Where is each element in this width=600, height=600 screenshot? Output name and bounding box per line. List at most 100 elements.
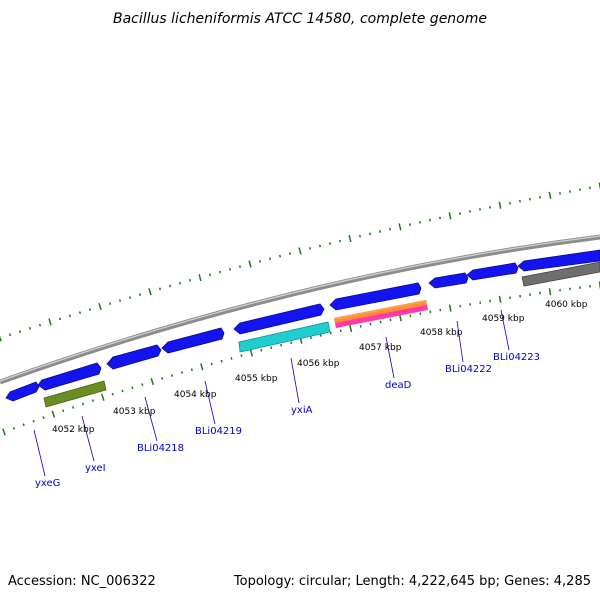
tick-mark [220,359,223,363]
tick-mark [238,265,242,268]
gene-label[interactable]: BLi04223 [493,352,540,363]
gene-feature-grey[interactable] [521,261,600,287]
tick-mark [42,416,45,420]
gene-feature[interactable] [5,381,40,402]
gene-label[interactable]: BLi04219 [195,426,242,437]
tick-mark [408,223,412,226]
tick-mark [379,320,382,324]
tick-mark [131,386,134,390]
tick-mark [2,428,6,436]
tick-mark [208,273,212,277]
tick-mark [378,230,382,233]
gene-feature[interactable] [37,362,102,391]
scale-label: 4052 kbp [52,425,95,435]
map-title: Bacillus licheniformis ATCC 14580, compl… [113,11,487,27]
tick-mark [288,252,292,255]
tick-mark [88,308,92,311]
tick-mark [339,329,342,333]
tick-mark [218,270,222,274]
gene-feature[interactable] [466,262,519,281]
tick-mark [12,426,16,430]
gene-label[interactable]: yxiA [291,405,313,416]
tick-mark [118,299,122,302]
tick-mark [398,223,402,231]
tick-mark [8,333,12,337]
tick-mark [128,296,132,299]
tick-mark [448,304,452,312]
tick-mark [48,318,52,326]
tick-mark [190,368,193,372]
tick-mark [71,405,75,409]
tick-mark [51,410,56,418]
tick-mark [548,191,552,199]
tick-mark [389,318,392,322]
tick-mark [200,363,204,371]
tick-mark [98,302,102,311]
tick-mark [278,254,282,258]
scale-label: 4057 kbp [359,343,402,353]
scale-label: 4053 kbp [113,407,156,417]
tick-mark [230,357,233,360]
tick-mark [338,239,342,243]
tick-mark [141,383,144,387]
tick-mark [260,349,263,352]
scale-label: 4060 kbp [545,300,588,310]
tick-mark [38,323,42,327]
tick-mark [210,362,213,366]
tick-mark [161,377,164,380]
genome-summary-text: Topology: circular; Length: 4,222,645 bp… [233,574,591,589]
tick-mark [108,302,112,305]
tick-mark [298,247,302,255]
tick-mark [388,227,392,231]
tick-mark [168,284,172,288]
tick-mark [368,232,372,236]
gene-feature-deaD-inner [334,300,427,320]
gene-feature[interactable] [517,249,600,272]
gene-leader-lines [33,309,510,477]
tick-marks-lower [2,281,600,436]
tick-mark [28,326,32,330]
gene-label[interactable]: deaD [385,380,412,391]
tick-mark [78,311,82,315]
tick-mark [548,288,552,296]
tick-mark [228,268,232,271]
gene-feature-yxeI[interactable] [43,380,107,408]
genome-backbone-highlight [0,235,600,382]
gene-label[interactable]: BLi04218 [137,443,184,454]
tick-mark [309,336,312,340]
tick-mark [448,212,452,220]
gene-feature[interactable] [428,272,469,289]
accession-text: Accession: NC_006322 [8,574,156,589]
tick-mark [138,293,142,296]
tick-mark [418,221,422,224]
tick-mark [180,371,184,374]
tick-mark [290,341,293,345]
scale-label: 4056 kbp [297,359,340,369]
gene-feature-yxiA[interactable] [238,321,331,353]
tick-mark [419,312,422,316]
tick-mark [81,402,85,406]
tick-mark [111,392,114,396]
tick-mark [249,349,254,357]
gene-feature[interactable] [329,282,422,311]
gene-label[interactable]: yxeG [35,478,60,489]
tick-mark [121,389,124,393]
scale-label: 4059 kbp [482,314,525,324]
tick-mark [158,287,162,291]
tick-mark [22,423,25,427]
tick-mark [348,235,352,243]
tick-mark [0,335,2,342]
tick-mark [32,419,35,423]
tick-mark [198,274,202,282]
tick-mark [458,212,462,215]
tick-mark [68,314,72,318]
gene-label[interactable]: yxeI [85,463,106,474]
gene-feature[interactable] [233,303,325,335]
gene-feature[interactable] [161,327,225,354]
gene-label[interactable]: BLi04222 [445,364,492,375]
gene-feature[interactable] [106,344,162,370]
tick-mark [268,257,272,261]
tick-mark [170,374,174,377]
